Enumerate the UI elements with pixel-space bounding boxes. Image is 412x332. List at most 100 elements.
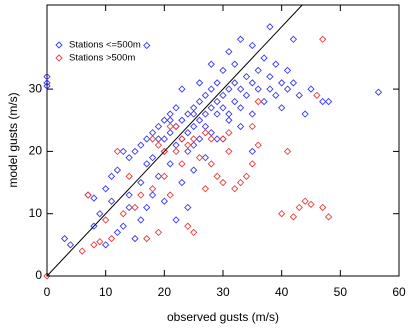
data-point <box>213 97 221 106</box>
data-point <box>283 66 292 75</box>
data-point <box>43 79 51 87</box>
data-point <box>60 234 69 243</box>
data-point <box>184 141 192 149</box>
y-tick-label: 20 <box>29 144 43 158</box>
data-point <box>154 228 163 237</box>
data-point <box>84 191 92 199</box>
data-point <box>201 110 210 118</box>
x-tick-label: 40 <box>275 285 289 299</box>
data-point <box>260 54 268 62</box>
data-point <box>248 122 256 131</box>
data-point <box>207 160 215 168</box>
data-point <box>178 135 186 143</box>
data-point <box>319 203 327 212</box>
data-point <box>102 185 110 193</box>
plot-area <box>43 23 383 280</box>
legend-label: Stations >500m <box>69 53 135 64</box>
data-point <box>125 153 133 162</box>
data-point <box>242 91 251 99</box>
x-axis-label: observed gusts (m/s) <box>167 310 279 324</box>
data-point <box>254 66 262 75</box>
data-point <box>201 153 210 162</box>
data-point <box>166 129 174 137</box>
data-point <box>90 222 98 230</box>
data-point <box>254 85 262 93</box>
data-point <box>248 110 256 118</box>
data-point <box>231 79 239 87</box>
data-point <box>278 79 286 87</box>
data-point <box>225 48 233 56</box>
data-point <box>242 73 251 81</box>
data-point <box>213 110 221 118</box>
data-point <box>219 135 227 143</box>
data-point <box>172 147 180 156</box>
data-point <box>207 135 215 143</box>
data-point <box>324 213 333 221</box>
data-point <box>225 110 233 118</box>
data-point <box>113 228 122 237</box>
data-point <box>178 116 186 124</box>
data-point <box>295 203 303 212</box>
data-point <box>319 97 327 106</box>
data-point <box>301 197 309 205</box>
data-point <box>78 247 86 255</box>
data-point <box>201 185 210 193</box>
data-point <box>166 122 174 131</box>
data-point <box>207 104 215 112</box>
data-point <box>236 85 245 93</box>
data-point <box>154 172 163 180</box>
x-tick-label: 20 <box>158 285 172 299</box>
data-point <box>213 172 221 180</box>
data-point <box>148 135 157 143</box>
data-point <box>102 241 110 249</box>
data-point <box>374 88 383 96</box>
data-point <box>43 73 51 81</box>
data-point <box>254 97 262 106</box>
data-point <box>254 141 262 149</box>
data-point <box>160 147 168 156</box>
data-point <box>195 97 204 106</box>
data-point <box>213 79 221 87</box>
data-point <box>225 116 233 124</box>
data-point <box>283 85 292 93</box>
data-point <box>96 210 104 218</box>
data-point <box>207 129 215 137</box>
data-point <box>207 85 215 93</box>
data-point <box>190 166 198 174</box>
data-point <box>201 122 210 131</box>
data-point <box>225 147 233 156</box>
data-point <box>119 222 127 230</box>
data-point <box>201 91 210 99</box>
data-point <box>231 185 239 193</box>
data-point <box>236 122 245 131</box>
data-point <box>119 147 127 156</box>
data-point <box>190 122 198 131</box>
data-point <box>119 210 127 218</box>
data-point <box>184 222 192 230</box>
data-point <box>90 194 98 202</box>
data-point <box>207 60 215 68</box>
data-point <box>225 85 233 93</box>
data-point <box>190 110 198 118</box>
data-point <box>289 213 298 221</box>
data-point <box>307 85 315 93</box>
data-point <box>289 35 298 43</box>
data-point <box>107 197 116 205</box>
data-point <box>160 135 168 143</box>
data-point <box>148 191 157 199</box>
data-point <box>307 200 315 208</box>
data-point <box>248 147 256 156</box>
data-point <box>143 160 151 168</box>
data-point <box>143 135 151 143</box>
data-point <box>166 110 174 118</box>
data-point <box>313 91 321 99</box>
data-point <box>172 122 180 131</box>
data-point <box>172 122 180 131</box>
data-point <box>231 97 239 106</box>
data-point <box>137 191 145 199</box>
data-point <box>195 79 204 87</box>
data-point <box>166 116 174 124</box>
data-point <box>219 66 227 75</box>
data-point <box>84 191 92 199</box>
data-point <box>236 35 245 43</box>
